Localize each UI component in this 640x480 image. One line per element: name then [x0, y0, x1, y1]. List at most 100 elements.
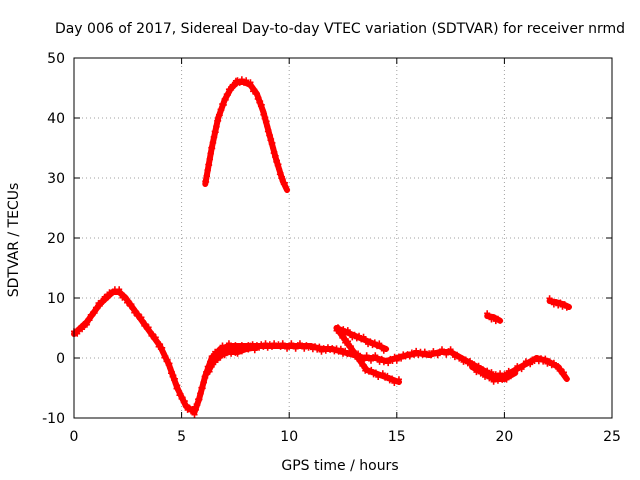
data-point	[454, 351, 461, 358]
data-point	[372, 352, 379, 359]
data-point	[196, 396, 203, 403]
data-point	[383, 346, 390, 352]
data-point	[228, 350, 235, 357]
data-point	[218, 106, 225, 113]
data-point	[194, 401, 201, 408]
data-point	[268, 343, 275, 350]
data-point	[266, 132, 273, 139]
data-point	[382, 374, 389, 381]
data-point	[356, 332, 363, 339]
data-points	[71, 76, 572, 418]
data-point	[200, 379, 207, 386]
data-point	[199, 385, 206, 392]
data-point	[213, 123, 220, 130]
data-point	[361, 355, 368, 362]
data-point	[261, 110, 268, 117]
data-point	[211, 134, 218, 141]
data-point	[349, 348, 356, 355]
data-point	[518, 366, 525, 373]
data-point	[264, 344, 271, 351]
data-point	[565, 304, 572, 310]
data-point	[351, 331, 358, 338]
data-point	[359, 362, 366, 369]
data-point	[347, 330, 354, 337]
data-point	[221, 352, 228, 359]
data-point	[182, 403, 189, 409]
data-point	[378, 355, 385, 362]
data-point	[191, 411, 198, 418]
data-point	[222, 96, 229, 103]
data-point	[86, 317, 93, 324]
series-lower-branch	[204, 342, 260, 376]
data-point	[558, 366, 565, 373]
data-point	[276, 166, 283, 173]
data-point	[210, 139, 217, 146]
y-tick-label: 20	[47, 231, 65, 247]
x-axis-label: GPS time / hours	[281, 458, 398, 474]
data-point	[253, 344, 260, 351]
data-point	[228, 86, 235, 93]
data-point	[449, 350, 456, 357]
data-point	[490, 314, 497, 321]
data-point	[546, 295, 553, 302]
data-point	[79, 326, 86, 333]
data-point	[217, 354, 224, 361]
data-point	[560, 369, 567, 376]
data-point	[503, 376, 510, 383]
data-point	[265, 127, 272, 134]
data-point	[255, 94, 262, 101]
data-point	[395, 379, 402, 385]
data-point	[208, 363, 215, 370]
y-tick-label: 40	[47, 111, 65, 127]
data-point	[362, 337, 369, 344]
data-point	[125, 298, 132, 305]
data-point	[179, 394, 186, 401]
data-point	[251, 86, 258, 93]
data-point	[447, 346, 454, 353]
data-point	[157, 341, 164, 348]
data-point	[292, 345, 299, 352]
data-point	[243, 77, 250, 84]
data-point	[561, 301, 568, 308]
data-point	[212, 129, 219, 136]
data-point	[356, 357, 363, 364]
data-point	[207, 156, 214, 163]
tick-labels: 0 5 10 15 20 25 -10 0 10 20 30 40 50	[42, 51, 621, 445]
data-point	[386, 377, 393, 384]
data-point	[471, 365, 478, 372]
axis-ticks	[73, 57, 613, 419]
data-point	[234, 350, 241, 357]
data-point	[340, 326, 347, 333]
data-point	[443, 351, 450, 358]
data-point	[363, 367, 370, 373]
data-point	[333, 325, 340, 331]
data-point	[91, 310, 98, 316]
data-point	[122, 295, 129, 301]
data-point	[281, 179, 288, 186]
data-point	[360, 333, 367, 340]
data-point	[96, 302, 103, 309]
data-point	[318, 348, 325, 355]
data-point	[128, 301, 135, 308]
data-point	[284, 187, 291, 193]
data-point	[263, 118, 270, 125]
data-point	[376, 340, 383, 347]
data-point	[100, 298, 107, 305]
data-point	[279, 176, 286, 183]
data-point	[253, 91, 260, 97]
data-point	[269, 139, 276, 146]
data-point	[203, 173, 210, 180]
data-point	[339, 334, 346, 341]
data-point	[262, 114, 269, 121]
y-tick-label: -10	[42, 411, 65, 427]
data-point	[142, 321, 149, 328]
x-tick-label: 20	[495, 429, 513, 445]
data-point	[215, 117, 222, 124]
data-point	[342, 339, 349, 346]
data-point	[132, 308, 139, 315]
data-point	[484, 371, 491, 378]
x-tick-label: 0	[70, 429, 79, 445]
data-point	[192, 406, 199, 413]
data-point	[367, 338, 374, 345]
